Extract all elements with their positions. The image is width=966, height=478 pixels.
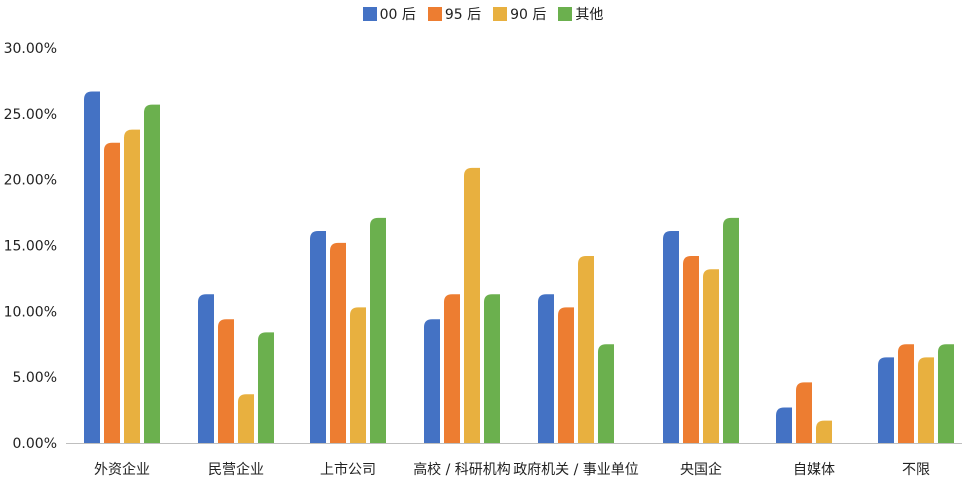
bar	[124, 129, 140, 443]
bar	[350, 307, 366, 443]
bar	[464, 167, 480, 444]
x-tick-label: 高校 / 科研机构	[413, 461, 511, 478]
bar	[776, 407, 792, 443]
bar	[424, 319, 440, 443]
bar	[558, 307, 574, 443]
bar	[104, 142, 120, 444]
x-tick-label: 外资企业	[94, 461, 150, 478]
y-tick-label: 30.00%	[4, 41, 57, 57]
x-tick-label: 上市公司	[320, 461, 376, 478]
x-tick-label: 民营企业	[208, 461, 264, 478]
bar	[310, 231, 326, 443]
bar	[444, 294, 460, 443]
legend: 00 后 95 后 90 后 其他	[0, 3, 966, 25]
bar	[538, 294, 554, 443]
x-tick-label: 不限	[902, 462, 930, 478]
legend-label: 95 后	[444, 7, 482, 23]
bar	[598, 344, 614, 443]
bar	[330, 242, 346, 443]
bar	[258, 332, 274, 443]
legend-swatch	[493, 7, 508, 21]
bar	[816, 420, 832, 443]
legend-label: 90 后	[510, 7, 547, 23]
bar	[723, 217, 739, 443]
legend-swatch	[558, 7, 573, 21]
x-tick-label: 自媒体	[793, 462, 835, 478]
bar	[796, 382, 812, 443]
legend-label: 00 后	[379, 7, 416, 23]
legend-swatch	[427, 7, 442, 21]
legend-item: 00 后	[362, 4, 416, 24]
bar	[198, 294, 214, 443]
legend-item: 90 后	[493, 4, 546, 24]
bar	[238, 394, 254, 443]
x-tick-label: 央国企	[680, 461, 722, 478]
y-tick-label: 25.00%	[4, 107, 57, 123]
legend-label: 其他	[575, 7, 604, 23]
legend-swatch	[362, 7, 377, 21]
y-tick-label: 0.00%	[13, 436, 57, 452]
bar	[918, 357, 934, 443]
bar	[878, 357, 894, 443]
legend-item: 其他	[558, 4, 603, 24]
y-tick-label: 10.00%	[4, 304, 57, 320]
y-tick-label: 20.00%	[4, 173, 57, 189]
bar	[703, 269, 719, 443]
bar	[938, 344, 954, 443]
y-tick-label: 15.00%	[4, 239, 57, 255]
bar	[578, 256, 594, 443]
bar	[84, 91, 100, 443]
bar	[898, 344, 914, 443]
legend-item: 95 后	[427, 4, 482, 24]
bar	[218, 319, 234, 443]
x-tick-label: 政府机关 / 事业单位	[513, 462, 639, 478]
bar	[370, 217, 386, 443]
bar	[484, 294, 500, 443]
bar	[663, 231, 679, 443]
bar	[683, 256, 699, 443]
bar	[144, 104, 160, 443]
y-tick-label: 5.00%	[13, 370, 57, 386]
